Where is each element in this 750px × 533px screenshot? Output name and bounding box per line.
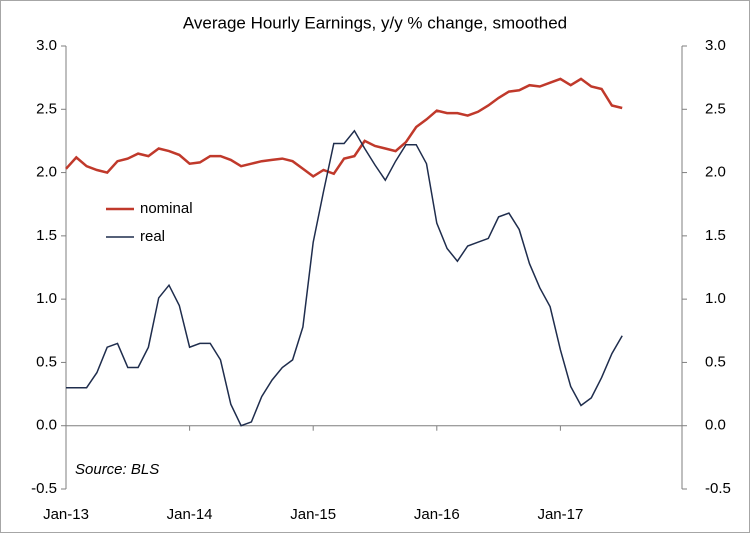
legend-label: nominal [140,200,193,217]
line-nominal [65,77,623,178]
line-real [66,129,623,427]
y2-tick-label: 2.5 [705,100,726,117]
y-tick-label: 0.5 [36,353,57,370]
y2-tick-label: 0.5 [705,353,726,370]
annotation: Source: BLS [75,461,159,478]
chart-title: Average Hourly Earnings, y/y % change, s… [183,13,567,32]
legend [95,192,213,252]
legend-label: real [140,228,165,245]
y-tick-label: 0.0 [36,417,57,434]
x-tick-label: Jan-15 [290,506,336,523]
x-tick-label: Jan-13 [43,506,89,523]
y-tick-label: 2.0 [36,164,57,181]
y2-tick-label: 1.0 [705,290,726,307]
x-tick-label: Jan-17 [537,506,583,523]
y-tick-label: -0.5 [31,480,57,497]
y-tick-label: 3.0 [36,37,57,54]
y-tick-label: 2.5 [36,100,57,117]
y2-tick-label: 3.0 [705,37,726,54]
y-tick-label: 1.5 [36,227,57,244]
x-tick-label: Jan-14 [167,506,213,523]
y2-tick-label: 1.5 [705,227,726,244]
y2-tick-label: 0.0 [705,417,726,434]
x-tick-label: Jan-16 [414,506,460,523]
y2-tick-label: 2.0 [705,164,726,181]
y2-tick-label: -0.5 [705,480,731,497]
y-tick-label: 1.0 [36,290,57,307]
